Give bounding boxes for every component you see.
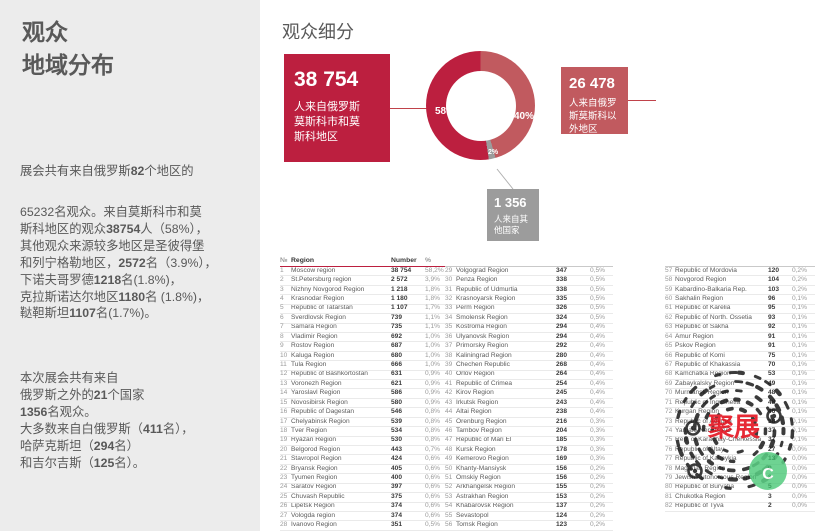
svg-text:C: C (762, 466, 774, 483)
svg-text:聚展: 聚展 (707, 412, 760, 442)
